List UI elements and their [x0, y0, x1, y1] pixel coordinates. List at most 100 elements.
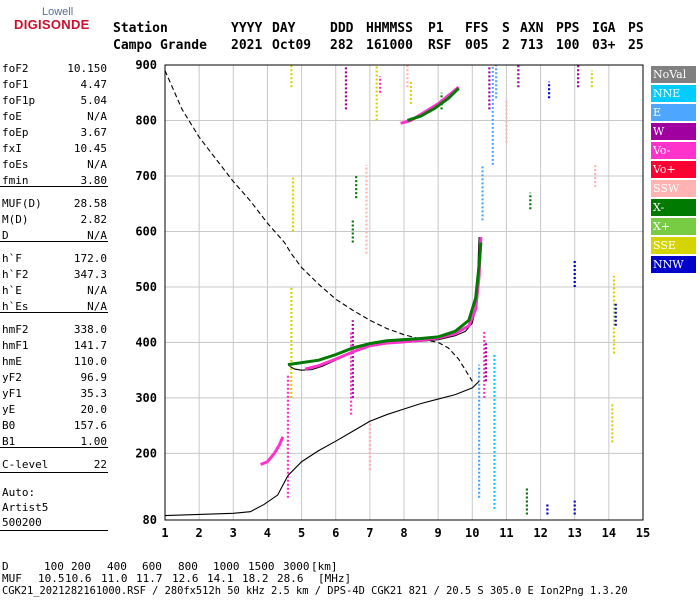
legend-item-sse: SSE [651, 237, 696, 254]
hdr-label-yyyy: YYYY [231, 21, 263, 36]
profile-curves [164, 70, 483, 517]
profile-curve [260, 436, 285, 466]
x-tick-label: 11 [499, 526, 513, 540]
param-value: 10.150 [67, 62, 107, 75]
muf-value: 10.5 [38, 572, 65, 585]
param-name: foF2 [2, 62, 29, 75]
param-name: hmF2 [2, 323, 29, 336]
distance-label: D [2, 560, 9, 573]
x-tick-label: 8 [400, 526, 407, 540]
chart-grid [164, 64, 644, 521]
param-value: 3.80 [80, 174, 108, 187]
legend-item-vo-minus: Vo+ [651, 161, 696, 178]
distance-value: 1500 [248, 560, 275, 573]
plot-frame [164, 64, 644, 521]
profile-curve [304, 236, 483, 371]
profile-curve [289, 236, 480, 371]
y-tick-label: 700 [135, 169, 157, 183]
muf-value: 28.6 [277, 572, 304, 585]
y-tick-label: 500 [135, 280, 157, 294]
param-name: h`F2 [2, 268, 29, 281]
param-name: foF1p [2, 94, 36, 107]
param-value: 157.6 [73, 419, 107, 432]
hdr-value-ps: 25 [628, 38, 644, 53]
hdr-label-ps: PS [628, 21, 644, 36]
hdr-value-pps: 100 [556, 38, 580, 53]
param-name: fxI [2, 142, 22, 155]
param-value: 28.58 [73, 197, 107, 210]
param-name: h`Es [2, 300, 29, 313]
hdr-label-ddd: DDD [330, 21, 354, 36]
x-tick-labels: 1 2 3 4 5 6 7 8 9 10 11 12 13 14 15 [161, 526, 650, 540]
y-tick-label: 600 [135, 224, 157, 238]
profile-curve [164, 70, 473, 382]
param-value: 172.0 [73, 252, 107, 265]
distance-value: 1000 [213, 560, 240, 573]
param-name: yF2 [2, 371, 22, 384]
legend-item-noval: NoVal [651, 66, 696, 83]
x-tick-label: 9 [435, 526, 442, 540]
legend-item-w: W [651, 123, 696, 140]
hdr-value-ffs: 005 [465, 38, 489, 53]
param-name: foE [2, 110, 22, 123]
muf-unit: [MHz] [318, 572, 352, 585]
hdr-value-iga: 03+ [592, 38, 616, 53]
hdr-label-pps: PPS [556, 21, 580, 36]
param-value: 5.04 [80, 94, 108, 107]
auto-code: 500200 [2, 516, 42, 529]
legend-item-nnw: NNW [651, 256, 696, 273]
param-name: h`E [2, 284, 22, 297]
x-tick-label: 12 [533, 526, 547, 540]
y-tick-label: 800 [135, 113, 157, 127]
legend-item-x-minus: X- [651, 199, 696, 216]
param-name: MUF(D) [2, 197, 42, 210]
y-tick-label: 300 [135, 391, 157, 405]
distance-value: 200 [71, 560, 91, 573]
hdr-value-p1: RSF [428, 38, 452, 53]
x-tick-label: 6 [332, 526, 339, 540]
hdr-label-ffs: FFS [465, 21, 489, 36]
muf-value: 14.1 [207, 572, 234, 585]
x-tick-label: 13 [567, 526, 581, 540]
muf-value: 18.2 [242, 572, 269, 585]
param-value: N/A [87, 229, 107, 242]
param-name: B0 [2, 419, 16, 432]
param-name: hmE [2, 355, 22, 368]
param-value: N/A [87, 110, 107, 123]
muf-value: 11.0 [101, 572, 128, 585]
x-tick-label: 2 [196, 526, 203, 540]
panel-separator [0, 186, 108, 187]
legend-item-nne: NNE [651, 85, 696, 102]
profile-curve [406, 87, 460, 122]
muf-value: 10.6 [65, 572, 92, 585]
param-value: 338.0 [73, 323, 107, 336]
distance-value: 800 [178, 560, 198, 573]
param-name: foEp [2, 126, 29, 139]
param-name: foF1 [2, 78, 29, 91]
x-tick-label: 1 [161, 526, 168, 540]
param-value: 347.3 [73, 268, 107, 281]
param-name: C-level [2, 458, 49, 471]
distance-value: 3000 [283, 560, 310, 573]
param-name: D [2, 229, 9, 242]
param-value: 3.67 [80, 126, 108, 139]
param-name: fmin [2, 174, 29, 187]
param-value: 20.0 [80, 403, 108, 416]
y-tick-label: 900 [135, 58, 157, 72]
x-tick-label: 4 [264, 526, 271, 540]
x-tick-label: 14 [602, 526, 616, 540]
hdr-label-station: Station [113, 21, 168, 36]
legend-item-x-minus: X+ [651, 218, 696, 235]
hdr-value-axn: 713 [520, 38, 544, 53]
hdr-value-yyyy: 2021 [231, 38, 263, 53]
param-value: 4.47 [80, 78, 108, 91]
lowell-logo-text: Lowell [42, 6, 74, 18]
hdr-value-station: Campo Grande [113, 38, 207, 53]
profile-curve [164, 380, 480, 517]
x-tick-label: 5 [298, 526, 305, 540]
hdr-value-s: 2 [502, 38, 510, 53]
param-value: N/A [87, 300, 107, 313]
legend-item-ssw: SSW [651, 180, 696, 197]
param-value: N/A [87, 158, 107, 171]
